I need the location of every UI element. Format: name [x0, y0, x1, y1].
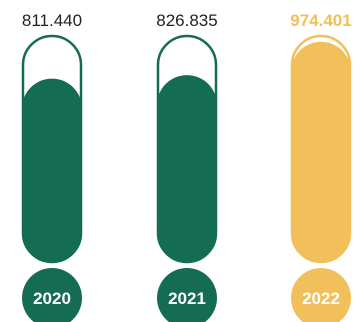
year-badge-2021 — [157, 268, 217, 322]
bar-2021 — [157, 75, 217, 263]
category-label-2021: 2021 — [168, 289, 206, 308]
bar-2020 — [22, 78, 82, 262]
value-label-2022: 974.401 — [290, 11, 351, 30]
category-label-2022: 2022 — [302, 289, 340, 308]
value-label-2021: 826.835 — [156, 11, 217, 30]
year-badge-2022 — [291, 268, 351, 322]
year-badge-2020 — [22, 268, 82, 322]
value-label-2020: 811.440 — [22, 11, 82, 30]
category-label-2020: 2020 — [33, 289, 71, 308]
bar-2022 — [291, 41, 351, 263]
